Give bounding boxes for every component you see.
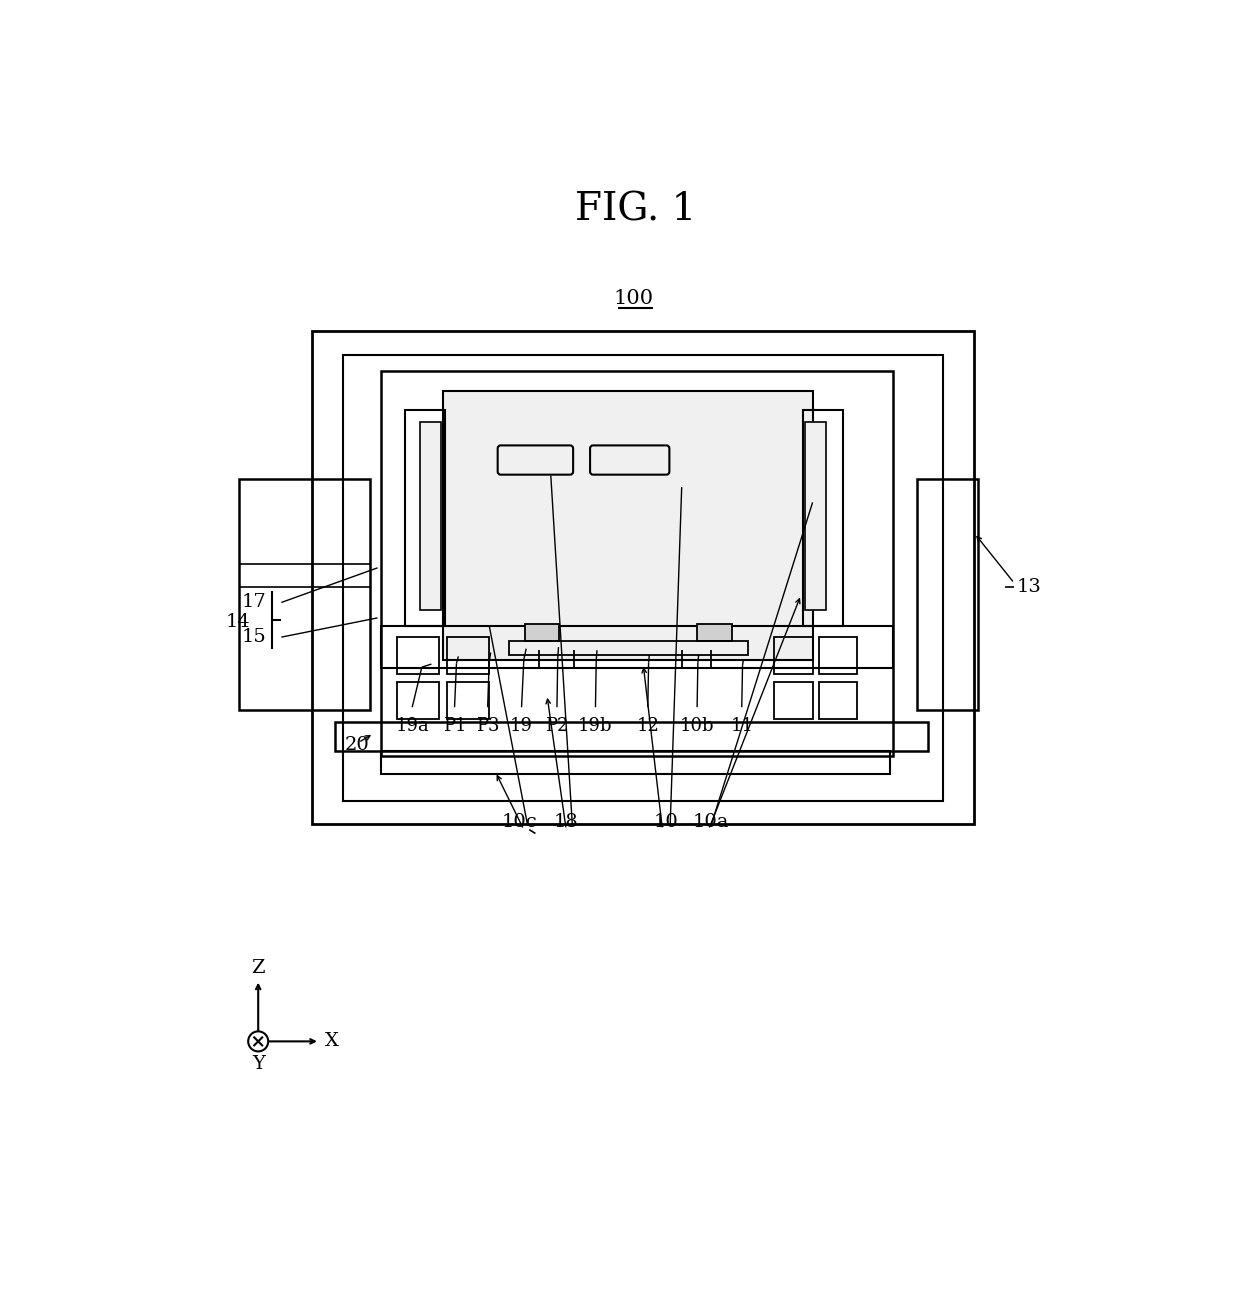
Text: 19a: 19a [396, 717, 429, 735]
Bar [404, 410, 444, 626]
Bar [525, 624, 559, 640]
Text: P3: P3 [476, 717, 500, 735]
Text: 19: 19 [510, 717, 533, 735]
Text: X: X [325, 1033, 339, 1051]
Bar [312, 331, 975, 825]
Text: 12: 12 [636, 717, 660, 735]
Text: 100: 100 [613, 288, 653, 308]
Bar [382, 372, 894, 756]
Bar [397, 637, 439, 674]
Bar [343, 355, 944, 801]
Bar [916, 479, 978, 711]
Text: 18: 18 [554, 813, 579, 831]
FancyBboxPatch shape [497, 446, 573, 474]
Text: 19b: 19b [578, 717, 613, 735]
Bar [397, 682, 439, 718]
Text: 14: 14 [226, 613, 250, 631]
FancyBboxPatch shape [590, 446, 670, 474]
Text: P1: P1 [443, 717, 466, 735]
Bar [818, 637, 857, 674]
Text: P2: P2 [546, 717, 569, 735]
Bar [382, 626, 894, 668]
Text: 13: 13 [1017, 578, 1042, 596]
Text: 15: 15 [241, 629, 265, 646]
Circle shape [248, 1031, 268, 1051]
Text: FIG. 1: FIG. 1 [575, 191, 696, 229]
Text: 10b: 10b [680, 717, 714, 735]
Bar [382, 751, 889, 774]
Bar [335, 722, 928, 751]
Bar [443, 391, 812, 660]
Bar [420, 422, 441, 611]
Text: Z: Z [252, 959, 265, 977]
Bar [697, 624, 732, 640]
Text: 10a: 10a [693, 813, 729, 831]
Bar [446, 637, 490, 674]
Text: 10: 10 [653, 813, 678, 831]
Bar [805, 422, 826, 611]
Bar [774, 637, 812, 674]
Bar [774, 682, 812, 718]
Text: 17: 17 [241, 594, 265, 612]
Bar [804, 410, 843, 626]
Text: 10c: 10c [502, 813, 538, 831]
Text: 11: 11 [730, 717, 753, 735]
Bar [818, 682, 857, 718]
Text: Y: Y [252, 1056, 264, 1073]
Bar [446, 682, 490, 718]
Bar [239, 479, 370, 711]
Bar [510, 640, 748, 655]
Text: 20: 20 [345, 737, 370, 753]
